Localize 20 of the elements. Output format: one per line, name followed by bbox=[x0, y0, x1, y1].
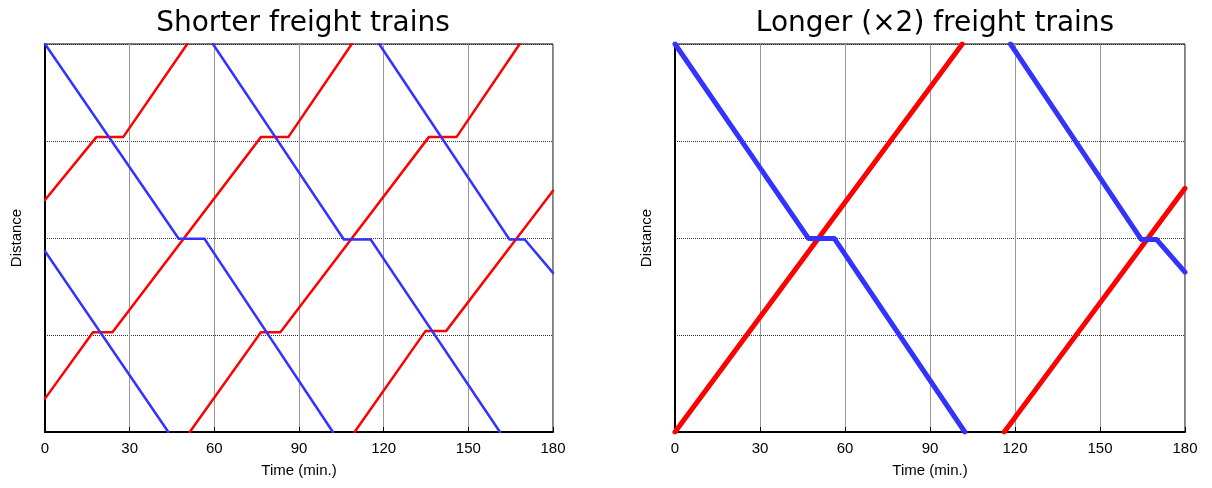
x-tick-label: 120 bbox=[371, 439, 397, 456]
x-tick-label: 60 bbox=[205, 439, 223, 456]
x-tick-label: 180 bbox=[540, 439, 566, 456]
x-axis-title: Time (min.) bbox=[261, 461, 337, 478]
x-tick-label: 0 bbox=[40, 439, 50, 456]
x-tick-label: 150 bbox=[455, 439, 481, 456]
x-tick-label: 90 bbox=[921, 439, 939, 456]
y-axis-title: Distance bbox=[7, 208, 24, 268]
y-axis-title: Distance bbox=[637, 208, 654, 268]
x-tick-label: 90 bbox=[290, 439, 308, 456]
x-tick-label: 60 bbox=[836, 439, 854, 456]
x-tick-label: 0 bbox=[670, 439, 680, 456]
chart-title: Shorter freight trains bbox=[156, 4, 450, 38]
x-tick-label: 180 bbox=[1172, 439, 1198, 456]
chart-title: Longer (×2) freight trains bbox=[755, 4, 1115, 38]
x-tick-label: 120 bbox=[1002, 439, 1028, 456]
x-axis-title: Time (min.) bbox=[892, 461, 968, 478]
x-tick-label: 150 bbox=[1087, 439, 1113, 456]
x-tick-label: 30 bbox=[751, 439, 769, 456]
x-tick-label: 30 bbox=[121, 439, 139, 456]
